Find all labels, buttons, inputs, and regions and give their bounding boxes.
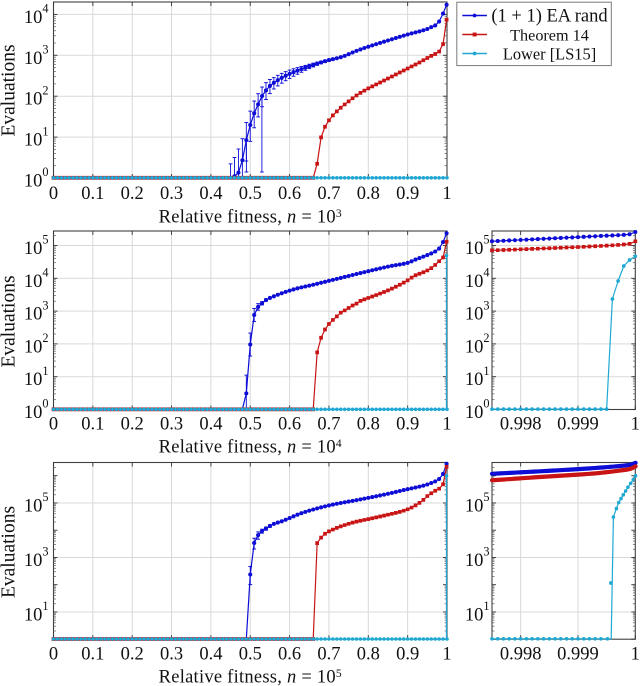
svg-text:0.3: 0.3 <box>160 414 183 434</box>
svg-text:0.8: 0.8 <box>357 644 380 664</box>
svg-text:1: 1 <box>631 414 640 434</box>
svg-text:0.999: 0.999 <box>557 644 599 664</box>
svg-text:0.8: 0.8 <box>357 414 380 434</box>
svg-text:0.5: 0.5 <box>239 644 262 664</box>
svg-text:Lower [LS15]: Lower [LS15] <box>503 44 596 63</box>
svg-text:0: 0 <box>49 644 58 664</box>
svg-text:0: 0 <box>49 184 58 204</box>
svg-text:0.2: 0.2 <box>121 414 144 434</box>
svg-text:0.1: 0.1 <box>81 184 104 204</box>
svg-text:0.2: 0.2 <box>121 644 144 664</box>
svg-text:Evaluations: Evaluations <box>0 275 19 367</box>
svg-text:0.6: 0.6 <box>278 414 301 434</box>
svg-text:Evaluations: Evaluations <box>0 44 19 136</box>
svg-text:0: 0 <box>49 414 58 434</box>
svg-text:1: 1 <box>442 644 451 664</box>
svg-text:0.5: 0.5 <box>239 414 262 434</box>
svg-text:0.999: 0.999 <box>557 414 599 434</box>
svg-text:1: 1 <box>631 644 640 664</box>
svg-text:0.998: 0.998 <box>500 644 542 664</box>
svg-text:0.6: 0.6 <box>278 644 301 664</box>
svg-text:1: 1 <box>442 414 451 434</box>
svg-text:0.2: 0.2 <box>121 184 144 204</box>
svg-text:0.4: 0.4 <box>199 644 222 664</box>
svg-text:0.3: 0.3 <box>160 644 183 664</box>
svg-text:0.7: 0.7 <box>317 414 340 434</box>
svg-text:0.4: 0.4 <box>199 184 222 204</box>
svg-text:0.1: 0.1 <box>81 414 104 434</box>
svg-text:0.7: 0.7 <box>317 184 340 204</box>
svg-text:(1 + 1) EA rand: (1 + 1) EA rand <box>491 6 608 26</box>
svg-text:0.3: 0.3 <box>160 184 183 204</box>
svg-text:0.9: 0.9 <box>396 184 419 204</box>
svg-text:Evaluations: Evaluations <box>0 506 19 598</box>
svg-text:0.6: 0.6 <box>278 184 301 204</box>
svg-text:0.8: 0.8 <box>357 184 380 204</box>
svg-text:1: 1 <box>442 184 451 204</box>
svg-text:0.1: 0.1 <box>81 644 104 664</box>
svg-text:Relative fitness, n = 105: Relative fitness, n = 105 <box>159 667 342 686</box>
svg-text:0.998: 0.998 <box>500 414 542 434</box>
svg-text:0.4: 0.4 <box>199 414 222 434</box>
svg-text:0.9: 0.9 <box>396 414 419 434</box>
svg-text:Relative fitness, n = 104: Relative fitness, n = 104 <box>159 437 342 457</box>
svg-text:0.7: 0.7 <box>317 644 340 664</box>
svg-text:Relative fitness, n = 103: Relative fitness, n = 103 <box>159 207 342 227</box>
svg-text:Theorem 14: Theorem 14 <box>510 26 589 44</box>
svg-text:0.5: 0.5 <box>239 184 262 204</box>
svg-text:0.9: 0.9 <box>396 644 419 664</box>
